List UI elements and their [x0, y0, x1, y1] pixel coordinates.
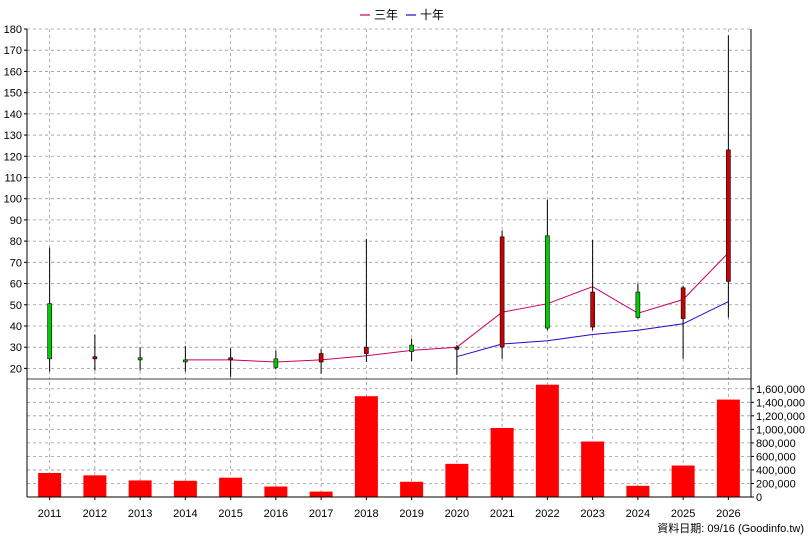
price-tick-label: 130 [4, 130, 22, 142]
x-tick-label: 2017 [309, 508, 333, 520]
volume-tick-label: 1,200,000 [756, 411, 805, 423]
x-tick-label: 2018 [354, 508, 378, 520]
x-tick-label: 2023 [580, 508, 604, 520]
volume-bar-2021 [490, 428, 514, 497]
candle-2025 [680, 285, 686, 359]
candle-2014 [183, 346, 188, 372]
volume-bar-2016 [264, 486, 288, 497]
x-tick-label: 2015 [218, 508, 242, 520]
volume-axis-ticks: 0200,000400,000600,000800,0001,000,0001,… [751, 384, 805, 504]
volume-bar-2013 [128, 480, 152, 497]
candle-2023 [590, 240, 595, 331]
volume-bar-2019 [400, 481, 424, 497]
x-tick-label: 2025 [671, 508, 695, 520]
price-tick-label: 30 [10, 342, 22, 354]
price-tick-label: 70 [10, 257, 22, 269]
candle-2011 [47, 247, 52, 372]
price-tick-label: 90 [10, 215, 22, 227]
axes [26, 29, 752, 498]
candle-2020 [454, 345, 460, 375]
x-tick-label: 2019 [399, 508, 423, 520]
price-tick-label: 170 [4, 45, 22, 57]
volume-bar-2026 [716, 399, 740, 497]
price-tick-label: 50 [10, 300, 22, 312]
x-tick-label: 2026 [716, 508, 740, 520]
price-tick-label: 160 [4, 66, 22, 78]
volume-bar-2015 [219, 477, 243, 497]
candle-2016 [273, 350, 279, 370]
volume-bar-2011 [38, 472, 62, 497]
price-tick-label: 110 [4, 172, 22, 184]
volume-bar-2017 [309, 491, 333, 497]
x-tick-label: 2014 [173, 508, 197, 520]
price-grid [27, 28, 751, 379]
volume-tick-label: 400,000 [756, 465, 796, 477]
price-tick-label: 100 [4, 194, 22, 206]
price-tick-label: 150 [4, 88, 22, 100]
candle-2021 [499, 230, 505, 359]
volume-tick-label: 600,000 [756, 451, 796, 463]
legend: 三年 十年 [360, 8, 444, 22]
candle-2015 [228, 348, 233, 377]
volume-bar-2023 [581, 441, 605, 497]
candle-2013 [137, 347, 143, 371]
candle-2024 [635, 283, 641, 319]
candle-2022 [545, 199, 550, 331]
legend-label-2: 十年 [420, 8, 444, 22]
volume-tick-label: 0 [756, 492, 762, 504]
volume-bars [38, 384, 740, 497]
price-tick-label: 40 [10, 321, 22, 333]
candle-2026 [726, 35, 731, 318]
x-tick-label: 2021 [490, 508, 514, 520]
price-tick-label: 60 [10, 279, 22, 291]
volume-bar-2025 [671, 465, 695, 497]
candle-2012 [92, 334, 98, 371]
volume-bar-2024 [626, 485, 650, 497]
price-tick-label: 120 [4, 151, 22, 163]
x-tick-label: 2011 [38, 508, 62, 520]
x-tick-label: 2024 [626, 508, 650, 520]
price-tick-label: 80 [10, 236, 22, 248]
price-tick-label: 20 [10, 363, 22, 375]
volume-bar-2018 [354, 396, 378, 497]
x-tick-label: 2012 [83, 508, 107, 520]
volume-grid [27, 382, 751, 497]
x-tick-label: 2020 [445, 508, 469, 520]
candle-2017 [318, 349, 324, 374]
volume-tick-label: 200,000 [756, 478, 796, 490]
x-tick-label: 2022 [535, 508, 559, 520]
x-tick-label: 2016 [264, 508, 288, 520]
price-tick-label: 140 [4, 109, 22, 121]
volume-bar-2020 [445, 463, 469, 497]
footer-source: 資料日期: 09/16 (Goodinfo.tw) [657, 521, 804, 535]
volume-tick-label: 1,000,000 [756, 424, 805, 436]
x-axis-ticks: 2011 2012 2013 2014 2015 2016 2017 2018 2019 2020… [38, 497, 741, 520]
price-tick-label: 180 [4, 24, 22, 36]
candle-2018 [364, 239, 369, 363]
volume-bar-2012 [83, 475, 107, 497]
candlesticks [47, 35, 731, 377]
volume-bar-2014 [173, 480, 197, 497]
volume-tick-label: 800,000 [756, 438, 796, 450]
volume-bar-2022 [535, 384, 559, 497]
volume-tick-label: 1,600,000 [756, 384, 805, 396]
price-axis-ticks: 20 30 40 50 60 70 80 90 100 110 120 130 140 150 160 170… [4, 24, 27, 375]
legend-label-1: 三年 [374, 8, 398, 22]
candle-2019 [409, 338, 414, 361]
volume-tick-label: 1,400,000 [756, 397, 805, 409]
x-tick-label: 2013 [128, 508, 152, 520]
